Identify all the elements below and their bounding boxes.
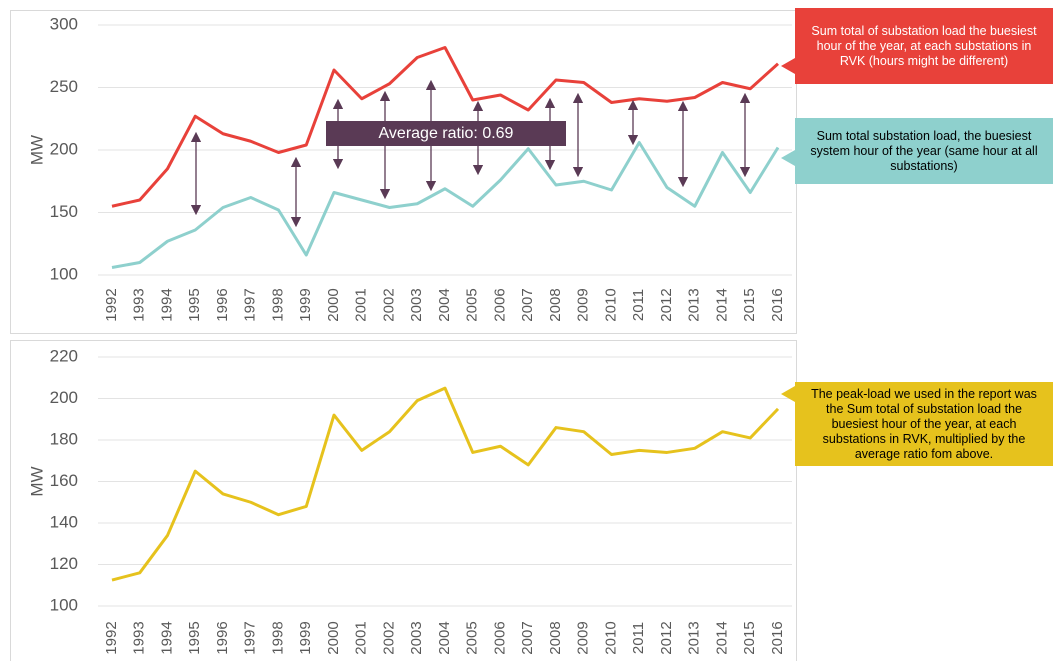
annotation-box	[326, 121, 566, 146]
series-line	[111, 141, 780, 269]
callout-pointer	[781, 386, 795, 402]
y-tick-label: 180	[50, 429, 78, 448]
y-axis-label: MW	[27, 135, 46, 165]
x-tick-label: 2001	[353, 288, 370, 321]
x-tick-label: 1998	[269, 288, 286, 321]
y-tick-label: 100	[50, 264, 78, 283]
x-tick-label: 2002	[380, 621, 397, 654]
x-tick-label: 1996	[214, 621, 231, 654]
x-tick-label: 2003	[408, 288, 425, 321]
callout-pointer	[781, 150, 795, 166]
legend-callout: Sum total substation load, the buesiest …	[781, 118, 1053, 184]
x-tick-label: 1994	[158, 621, 175, 654]
x-tick-label: 2008	[547, 288, 564, 321]
y-tick-label: 200	[50, 388, 78, 407]
x-tick-label: 2004	[436, 621, 453, 654]
y-tick-label: 140	[50, 512, 78, 531]
x-tick-label: 2012	[658, 621, 675, 654]
series-line	[111, 46, 780, 208]
x-tick-label: 1992	[103, 621, 120, 654]
y-tick-label: 150	[50, 202, 78, 221]
x-tick-label: 2004	[436, 288, 453, 321]
panel-border	[10, 340, 797, 661]
x-tick-label: 1998	[269, 621, 286, 654]
x-tick-label: 2006	[491, 621, 508, 654]
x-tick-label: 1997	[242, 288, 259, 321]
x-tick-label: 2002	[380, 288, 397, 321]
x-tick-label: 2014	[713, 621, 730, 654]
x-tick-label: 2011	[630, 622, 647, 654]
x-tick-label: 2016	[769, 288, 786, 321]
x-tick-label: 1993	[131, 288, 148, 321]
x-tick-label: 2012	[658, 288, 675, 321]
x-tick-label: 2014	[713, 288, 730, 321]
x-tick-label: 1994	[158, 288, 175, 321]
x-tick-label: 2007	[519, 621, 536, 654]
x-tick-label: 1993	[131, 621, 148, 654]
x-tick-label: 2003	[408, 621, 425, 654]
x-tick-label: 2009	[575, 621, 592, 654]
x-tick-label: 1999	[297, 288, 314, 321]
x-tick-label: 2007	[519, 288, 536, 321]
x-tick-label: 2005	[464, 621, 481, 654]
x-tick-label: 1997	[242, 621, 259, 654]
series-line	[111, 386, 780, 582]
x-tick-label: 1992	[103, 288, 120, 321]
y-tick-label: 100	[50, 595, 78, 614]
y-tick-label: 220	[50, 346, 78, 365]
x-tick-label: 2006	[491, 288, 508, 321]
x-tick-label: 2015	[741, 621, 758, 654]
y-axis-label: MW	[27, 466, 46, 496]
y-tick-label: 250	[50, 77, 78, 96]
x-tick-label: 2013	[686, 621, 703, 654]
x-tick-label: 2010	[602, 621, 619, 654]
x-tick-label: 2000	[325, 288, 342, 321]
x-tick-label: 2013	[686, 288, 703, 321]
x-tick-label: 2008	[547, 621, 564, 654]
x-tick-label: 2016	[769, 621, 786, 654]
x-tick-label: 2010	[602, 288, 619, 321]
plot-layer: 100 150 200 250 300 MW 1992 1993 1994 1995 1996 199…	[27, 14, 792, 655]
x-tick-label: 1995	[186, 621, 203, 654]
y-tick-label: 300	[50, 14, 78, 33]
y-tick-label: 120	[50, 554, 78, 573]
legend-callout: The peak-load we used in the report was …	[781, 382, 1053, 466]
legend-callout: Sum total of substation load the buesies…	[781, 8, 1053, 84]
x-tick-label: 1996	[214, 288, 231, 321]
annotation: Average ratio: 0.69	[379, 125, 514, 142]
x-tick-label: 2005	[464, 288, 481, 321]
x-tick-label: 2015	[741, 288, 758, 321]
x-tick-label: 2009	[575, 288, 592, 321]
x-tick-label: 2011	[630, 289, 647, 321]
callout-pointer	[781, 58, 795, 74]
y-tick-label: 160	[50, 471, 78, 490]
x-tick-label: 2000	[325, 621, 342, 654]
panel-border	[10, 10, 797, 334]
x-tick-label: 1999	[297, 621, 314, 654]
y-tick-label: 200	[50, 139, 78, 158]
x-tick-label: 2001	[353, 621, 370, 654]
x-tick-label: 1995	[186, 288, 203, 321]
